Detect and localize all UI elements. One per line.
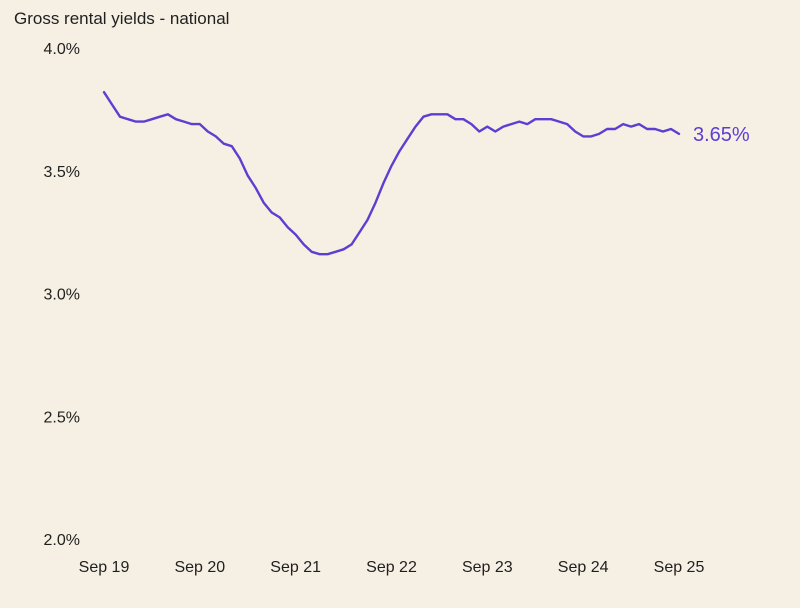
x-tick-label: Sep 20 [174,559,225,576]
y-tick-label: 2.5% [44,409,80,426]
chart-title: Gross rental yields - national [14,9,229,28]
x-tick-label: Sep 22 [366,559,417,576]
x-tick-label: Sep 23 [462,559,513,576]
y-tick-label: 4.0% [44,41,80,58]
y-axis-ticks: 4.0% 3.5% 3.0% 2.5% 2.0% [44,41,80,549]
series-layer: 3.65% [102,91,750,256]
y-tick-label: 3.0% [44,287,80,304]
y-tick-label: 3.5% [44,164,80,181]
series-line [102,91,681,256]
y-tick-label: 2.0% [44,532,80,549]
end-value-label: 3.65% [693,124,750,146]
x-axis-ticks: Sep 19 Sep 20 Sep 21 Sep 22 Sep 23 Sep 24 Sep … [79,559,705,576]
x-tick-label: Sep 24 [558,559,609,576]
x-tick-label: Sep 19 [79,559,130,576]
x-tick-label: Sep 25 [654,559,705,576]
x-tick-label: Sep 21 [270,559,321,576]
